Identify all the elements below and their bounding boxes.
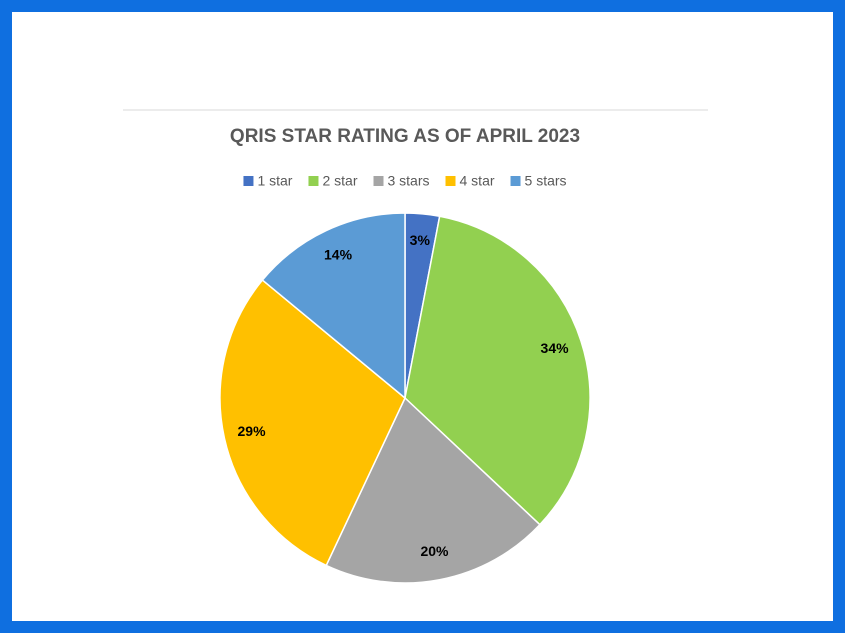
data-label: 3% bbox=[410, 232, 431, 248]
legend-swatch bbox=[373, 176, 384, 186]
data-label: 29% bbox=[238, 423, 267, 439]
pie-slice bbox=[325, 397, 541, 584]
pie: 3% 34% 20% 29% 14% bbox=[219, 212, 591, 584]
pie-slice bbox=[219, 279, 406, 567]
legend-label: 5 stars bbox=[525, 173, 567, 189]
pie-slice bbox=[404, 215, 591, 526]
legend-label: 2 star bbox=[322, 173, 357, 189]
legend-label: 1 star bbox=[257, 173, 292, 189]
legend-label: 3 stars bbox=[387, 173, 429, 189]
legend-swatch bbox=[510, 176, 521, 186]
data-label: 20% bbox=[420, 543, 449, 559]
legend: 1 star 2 star 3 stars 4 star 5 stars bbox=[243, 173, 567, 189]
data-label: 14% bbox=[324, 246, 353, 262]
pie-slice bbox=[261, 212, 406, 399]
legend-label: 4 star bbox=[460, 173, 495, 189]
data-label: 34% bbox=[541, 340, 570, 356]
legend-swatch bbox=[308, 176, 319, 186]
legend-swatch bbox=[243, 176, 254, 186]
chart-title: QRIS STAR RATING AS OF APRIL 2023 bbox=[230, 126, 580, 147]
legend-swatch bbox=[445, 176, 456, 186]
